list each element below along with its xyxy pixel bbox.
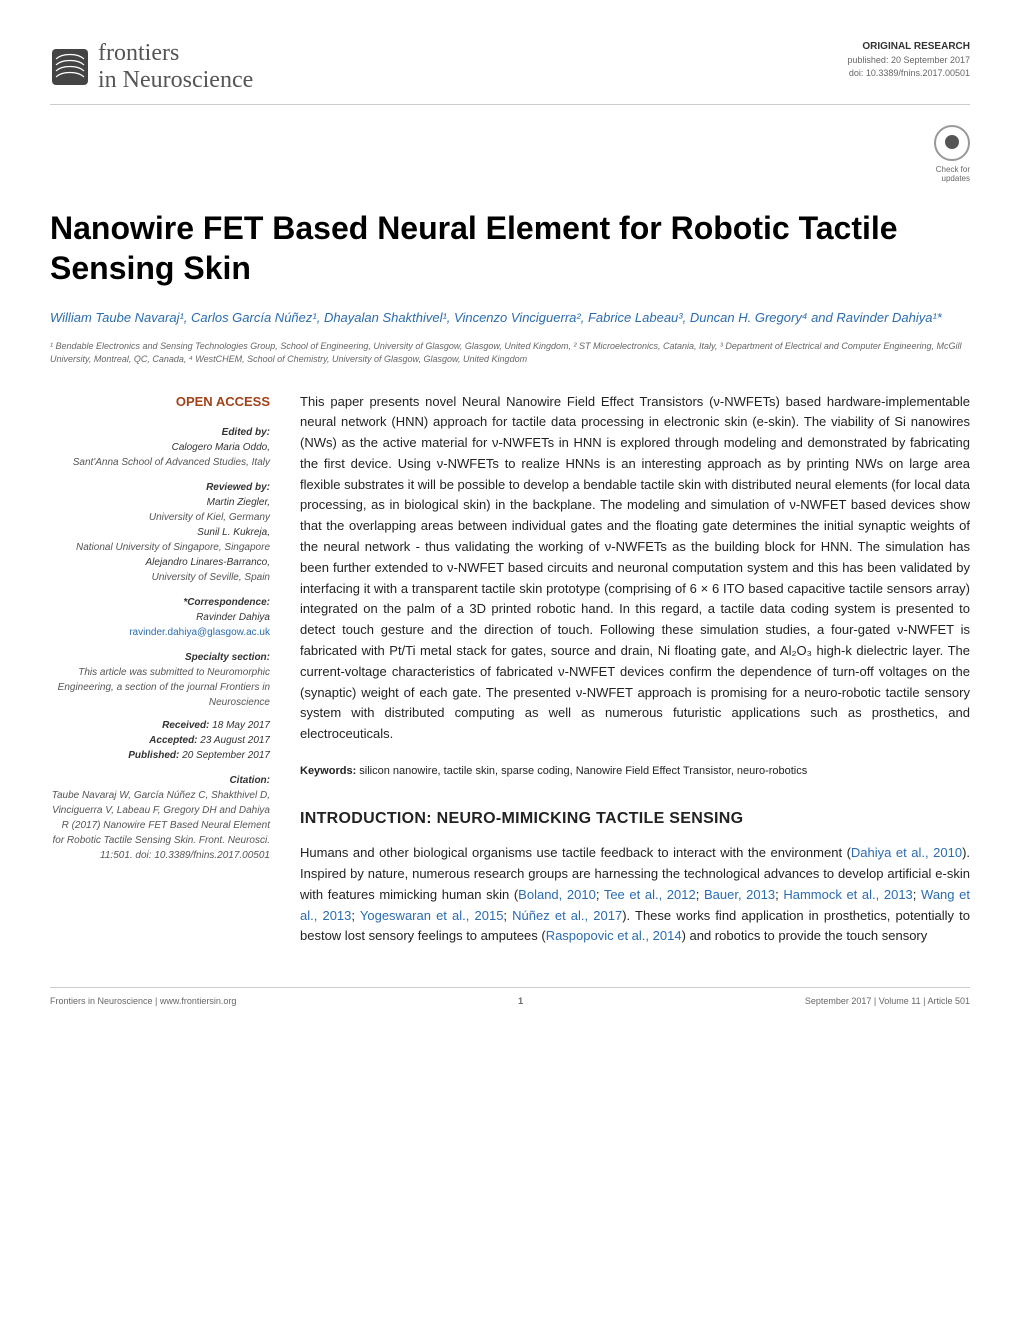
check-updates-line2: updates	[50, 174, 970, 183]
page-header: frontiers in Neuroscience ORIGINAL RESEA…	[50, 40, 970, 105]
doi-link[interactable]: doi: 10.3389/fnins.2017.00501	[849, 68, 970, 78]
page-number: 1	[518, 996, 523, 1006]
reviewer-3-org: University of Seville, Spain	[50, 570, 270, 585]
sep3: ;	[696, 887, 704, 902]
accepted-label: Accepted:	[149, 735, 197, 746]
ref-link-5[interactable]: Hammock et al., 2013	[783, 887, 912, 902]
check-updates-icon	[934, 125, 970, 161]
page-footer: Frontiers in Neuroscience | www.frontier…	[50, 987, 970, 1006]
specialty-text: This article was submitted to Neuromorph…	[50, 665, 270, 710]
main-content: This paper presents novel Neural Nanowir…	[300, 392, 970, 948]
logo-block: frontiers in Neuroscience	[50, 40, 253, 94]
authors-list: William Taube Navaraj¹, Carlos García Nú…	[50, 308, 970, 328]
citation-text: Taube Navaraj W, García Núñez C, Shakthi…	[50, 788, 270, 863]
published-date-sidebar: 20 September 2017	[179, 750, 270, 761]
accepted-date: 23 August 2017	[198, 735, 270, 746]
keywords-label: Keywords:	[300, 765, 359, 777]
published-date: published: 20 September 2017	[847, 54, 970, 67]
citation-label: Citation:	[50, 773, 270, 788]
reviewer-2-name: Sunil L. Kukreja,	[50, 525, 270, 540]
correspondence-email[interactable]: ravinder.dahiya@glasgow.ac.uk	[50, 625, 270, 640]
article-title: Nanowire FET Based Neural Element for Ro…	[50, 208, 970, 288]
footer-left[interactable]: Frontiers in Neuroscience | www.frontier…	[50, 996, 236, 1006]
reviewed-by-label: Reviewed by:	[50, 480, 270, 495]
section-heading-intro: INTRODUCTION: NEURO-MIMICKING TACTILE SE…	[300, 806, 970, 832]
intro-paragraph: Humans and other biological organisms us…	[300, 843, 970, 947]
ref-link-4[interactable]: Bauer, 2013	[704, 887, 775, 902]
ref-link-9[interactable]: Raspopovic et al., 2014	[546, 928, 682, 943]
received-label: Received:	[162, 720, 209, 731]
keywords-line: Keywords: silicon nanowire, tactile skin…	[300, 763, 970, 781]
editor-name: Calogero Maria Oddo,	[50, 440, 270, 455]
reviewer-1-name: Martin Ziegler,	[50, 495, 270, 510]
body-pre1: Humans and other biological organisms us…	[300, 845, 851, 860]
reviewer-1-org: University of Kiel, Germany	[50, 510, 270, 525]
correspondence-label: *Correspondence:	[50, 595, 270, 610]
received-date: 18 May 2017	[209, 720, 270, 731]
frontiers-logo-icon	[50, 47, 90, 87]
sidebar: OPEN ACCESS Edited by: Calogero Maria Od…	[50, 392, 270, 948]
reviewer-3-name: Alejandro Linares-Barranco,	[50, 555, 270, 570]
ref-link-1[interactable]: Dahiya et al., 2010	[851, 845, 962, 860]
affiliations: ¹ Bendable Electronics and Sensing Techn…	[50, 340, 970, 367]
open-access-label: OPEN ACCESS	[50, 392, 270, 412]
article-type: ORIGINAL RESEARCH	[847, 40, 970, 54]
edited-by-label: Edited by:	[50, 425, 270, 440]
ref-link-3[interactable]: Tee et al., 2012	[604, 887, 696, 902]
specialty-label: Specialty section:	[50, 650, 270, 665]
sep7: ;	[503, 908, 512, 923]
footer-right: September 2017 | Volume 11 | Article 501	[805, 996, 970, 1006]
sep6: ;	[351, 908, 360, 923]
ref-link-7[interactable]: Yogeswaran et al., 2015	[360, 908, 504, 923]
check-updates-badge[interactable]: Check for updates	[50, 125, 970, 183]
header-meta: ORIGINAL RESEARCH published: 20 Septembe…	[847, 40, 970, 79]
ref-link-8[interactable]: Núñez et al., 2017	[512, 908, 622, 923]
reviewer-2-org: National University of Singapore, Singap…	[50, 540, 270, 555]
ref-link-2[interactable]: Boland, 2010	[518, 887, 596, 902]
abstract-text: This paper presents novel Neural Nanowir…	[300, 392, 970, 746]
correspondence-name: Ravinder Dahiya	[50, 610, 270, 625]
sep5: ;	[913, 887, 921, 902]
logo-text: frontiers in Neuroscience	[98, 40, 253, 94]
published-label: Published:	[128, 750, 179, 761]
keywords-text: silicon nanowire, tactile skin, sparse c…	[359, 765, 807, 777]
body-post: ) and robotics to provide the touch sens…	[682, 928, 928, 943]
check-updates-line1: Check for	[50, 165, 970, 174]
editor-org: Sant'Anna School of Advanced Studies, It…	[50, 455, 270, 470]
sep2: ;	[596, 887, 604, 902]
